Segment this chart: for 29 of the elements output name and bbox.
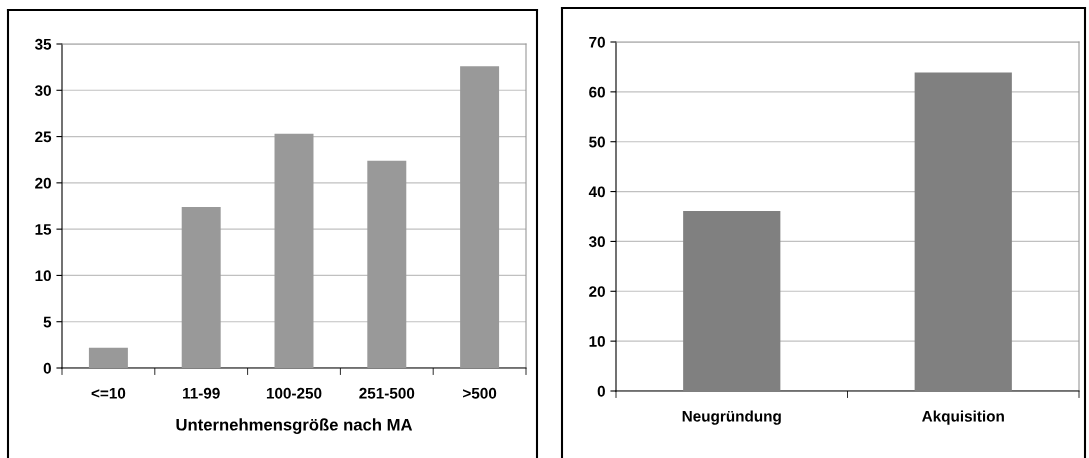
bar: [88, 347, 128, 368]
y-tick-label: 30: [588, 236, 605, 248]
x-tick-label: 11-99: [183, 387, 220, 399]
x-axis-title: Unternehmensgröße nach MA: [176, 418, 413, 434]
y-tick-label: 20: [589, 286, 605, 297]
bar: [274, 133, 314, 368]
y-tick-label: 10: [589, 336, 605, 347]
y-tick-label: 15: [35, 224, 52, 235]
bar: [460, 66, 500, 368]
y-tick-label: 30: [34, 85, 51, 96]
y-tick-label: 25: [35, 131, 52, 143]
y-tick-label: 40: [588, 186, 605, 198]
x-tick-label: 251-500: [359, 387, 415, 399]
bar: [181, 206, 221, 368]
y-tick-label: 70: [589, 36, 605, 48]
bar: [367, 160, 407, 368]
x-tick-label: >500: [463, 387, 497, 399]
y-tick-label: 10: [35, 270, 51, 282]
y-tick-label: 35: [34, 38, 52, 50]
x-tick-label: Neugründung: [682, 410, 781, 425]
y-tick-label: 0: [597, 385, 605, 397]
y-tick-label: 50: [589, 136, 605, 148]
y-tick-label: 5: [43, 316, 52, 328]
x-tick-label: <=10: [91, 387, 126, 399]
x-tick-label: 100-250: [266, 387, 322, 399]
x-tick-label: Akquisition: [922, 410, 1004, 425]
y-tick-label: 60: [589, 86, 605, 98]
y-tick-label: 20: [35, 177, 51, 189]
y-tick-label: 0: [43, 362, 51, 374]
